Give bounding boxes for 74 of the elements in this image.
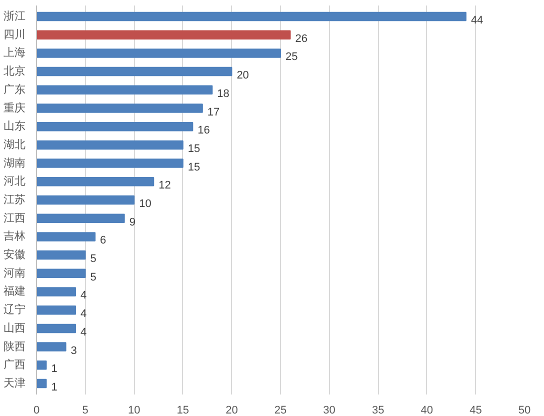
y-tick-label: 陕西 (4, 340, 26, 353)
y-tick-label: 四川 (4, 28, 26, 41)
bar (36, 342, 66, 352)
x-tick-label: 20 (226, 404, 238, 416)
bar (36, 360, 47, 370)
bar (36, 12, 466, 22)
bar (36, 268, 86, 278)
bar (36, 104, 203, 113)
data-label: 4 (80, 290, 87, 302)
x-tick-label: 50 (518, 404, 531, 416)
data-label: 5 (90, 271, 96, 284)
bar (36, 250, 86, 260)
data-label: 25 (286, 51, 298, 64)
bar (36, 232, 96, 242)
data-label: 20 (236, 70, 249, 82)
data-label: 1 (51, 381, 58, 394)
x-tick-label: 40 (420, 404, 434, 416)
y-tick-label: 河南 (4, 266, 26, 280)
data-label: 17 (207, 106, 220, 118)
data-label: 1 (51, 363, 58, 376)
y-tick-label: 福建 (4, 284, 26, 298)
x-tick-label: 15 (176, 404, 190, 416)
bar (36, 177, 154, 186)
bar (36, 305, 76, 315)
data-label: 9 (129, 216, 136, 228)
data-label: 15 (188, 161, 200, 174)
data-label: 4 (80, 308, 87, 320)
bar (36, 287, 76, 296)
bar (36, 158, 184, 168)
x-tick-label: 10 (128, 404, 140, 416)
y-tick-label: 广东 (4, 82, 26, 96)
bar (36, 30, 291, 40)
data-label: 5 (90, 253, 96, 266)
y-tick-label: 山东 (4, 120, 26, 133)
y-tick-label: 安徽 (4, 248, 26, 262)
bar (36, 140, 184, 150)
bar (36, 324, 76, 334)
data-label: 6 (100, 234, 106, 247)
data-label: 44 (470, 14, 484, 27)
x-tick-label: 5 (82, 404, 88, 416)
bar (36, 378, 47, 388)
data-label: 16 (198, 124, 210, 137)
y-tick-label: 天津 (4, 376, 26, 390)
data-label: 18 (217, 88, 230, 100)
data-label: 12 (158, 180, 171, 192)
y-tick-label: 辽宁 (4, 303, 26, 316)
y-tick-label: 吉林 (4, 230, 26, 243)
y-tick-label: 湖南 (4, 156, 26, 170)
data-label: 10 (139, 198, 152, 210)
y-tick-label: 江苏 (4, 193, 26, 206)
y-tick-label: 江西 (4, 212, 26, 224)
bar (36, 85, 213, 95)
bar (36, 195, 135, 205)
data-label: 15 (188, 142, 200, 155)
x-tick-label: 30 (323, 404, 336, 416)
x-tick-label: 35 (372, 404, 384, 416)
data-label: 4 (80, 326, 87, 338)
y-tick-label: 河北 (4, 174, 26, 188)
bar (36, 214, 125, 223)
y-tick-label: 湖北 (4, 138, 26, 151)
y-tick-label: 上海 (4, 46, 26, 60)
y-tick-label: 北京 (4, 64, 26, 78)
bar (36, 122, 194, 132)
y-tick-label: 山西 (4, 321, 26, 334)
y-tick-label: 重庆 (4, 101, 26, 114)
x-tick-label: 45 (470, 404, 482, 416)
bar (36, 66, 232, 76)
x-tick-label: 0 (33, 404, 40, 416)
x-tick-label: 25 (274, 404, 287, 416)
data-label: 3 (70, 344, 77, 357)
data-label: 26 (295, 32, 308, 45)
y-tick-label: 广西 (4, 358, 26, 372)
y-tick-label: 浙江 (4, 10, 26, 23)
bar (36, 48, 281, 58)
